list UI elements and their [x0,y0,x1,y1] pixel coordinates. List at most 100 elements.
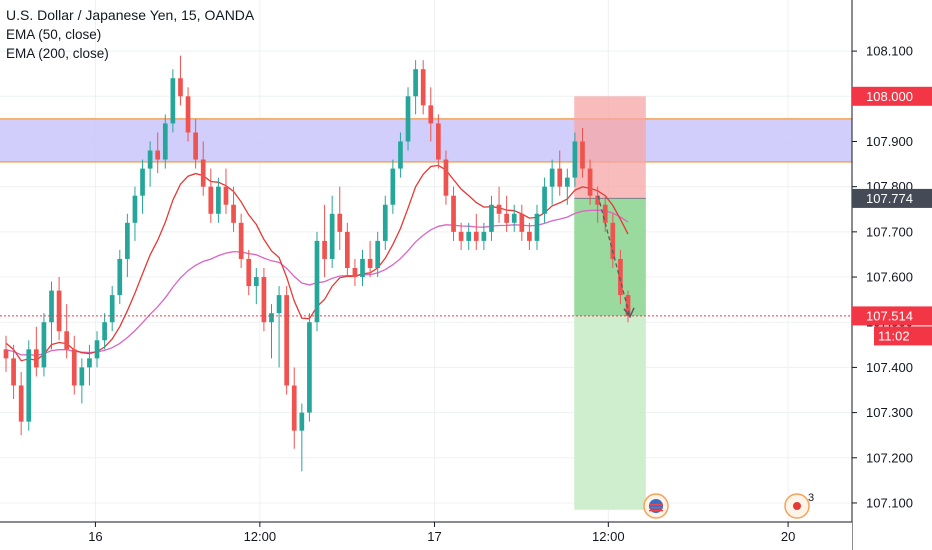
candle-body [299,412,305,431]
price-tag-last: 107.514 [852,306,932,326]
candle-body [140,168,145,196]
candle-body [162,123,168,160]
flag-stripe [649,507,663,509]
candle-body [64,331,70,350]
candle-body [238,222,244,259]
candle-body [87,358,92,368]
arrow-head [623,307,635,319]
price-tick-label: 107.700 [866,224,913,239]
short-position-tool[interactable] [574,96,646,510]
candle-body [557,168,563,187]
candle-body [580,141,585,169]
legend-title[interactable]: U.S. Dollar / Japanese Yen, 15, OANDA [6,7,255,23]
candle-body [147,150,153,169]
candle-body [102,322,107,341]
candle-body [200,159,206,187]
price-axis[interactable]: 108.100108.000107.900107.800107.700107.6… [851,0,932,550]
candle-body [132,195,138,223]
candle-body [572,141,578,178]
candle-body [314,240,320,323]
price-tag-bg [874,326,932,346]
price-tags: 108.000 107.774 107.514 11:02 [852,86,932,346]
price-tick-label: 107.400 [866,360,913,375]
candle-body [329,213,335,259]
candle-body [360,258,365,278]
candle-body [451,195,456,232]
time-tick-label: 12:00 [244,529,277,544]
flag-stripe [649,504,663,506]
flag-stripe [649,510,663,512]
candle-body [26,349,32,422]
candle-body [564,177,570,187]
candle-body [436,123,441,160]
price-tag-label: 107.514 [866,308,913,323]
price-tag-label: 108.000 [866,89,913,104]
price-tag-stop: 108.000 [852,86,932,106]
price-tag-entry: 107.774 [852,188,932,208]
price-tick-label: 108.100 [866,44,913,59]
candle-body [71,349,77,386]
candle-body [398,141,403,169]
candle-body [473,231,479,241]
candle-body [170,78,176,124]
candle-body [109,295,115,323]
candle-body [49,290,54,323]
candle-body [390,168,396,205]
chart-legend: U.S. Dollar / Japanese Yen, 15, OANDA EM… [6,6,254,63]
candle-body [284,295,290,386]
candle-body [618,258,623,296]
candle-body [231,204,236,223]
candle-body [94,340,100,359]
legend-ema-50[interactable]: EMA (50, close) [6,27,102,42]
candle-body [216,186,221,214]
projection-arrow [597,195,635,319]
candle-body [466,231,472,241]
supply-zone[interactable] [0,118,852,163]
candle-body [595,195,601,205]
price-tag-label: 11:02 [878,328,910,343]
earnings-dot-icon [793,502,801,510]
candle-body [504,213,509,223]
candle-body [534,213,540,241]
candle-body [223,186,229,205]
candle-body [481,231,487,241]
candle-body [413,69,418,97]
time-tick-label: 12:00 [592,529,625,544]
time-tick-label: 17 [427,529,441,544]
candle-body [79,367,85,386]
price-tag-bg [852,86,932,106]
candle-body [41,322,47,368]
price-tick-label: 107.200 [866,450,913,465]
candle-body [519,213,525,232]
time-tick-label: 16 [88,529,102,544]
candle-body [11,358,16,386]
candle-body [261,277,267,323]
candle-body [428,105,434,124]
candle-body [549,168,555,187]
candle-body [56,290,62,332]
candle-body [443,159,449,196]
stop-loss-area [574,96,646,199]
candle-body [18,385,24,422]
candle-body [246,258,252,287]
candle-body [420,69,426,106]
candle-body [291,385,297,431]
zone-fill [0,118,852,162]
candle-body [527,231,532,241]
candle-body [208,186,214,214]
time-axis[interactable]: 16 12:00 17 12:00 20 [0,521,852,550]
price-tag-label: 107.774 [866,191,913,206]
candle-body [185,96,191,133]
price-tick-label: 107.600 [866,270,913,285]
legend-ema-200[interactable]: EMA (200, close) [6,46,109,61]
extended-target-area [574,315,646,510]
candle-body [307,322,312,413]
candle-body [344,231,350,268]
event-badges[interactable]: 3 [643,492,814,519]
candle-body [178,78,183,97]
time-axis-bg [0,522,852,550]
candle-body [458,231,464,241]
candle-body [542,186,547,214]
